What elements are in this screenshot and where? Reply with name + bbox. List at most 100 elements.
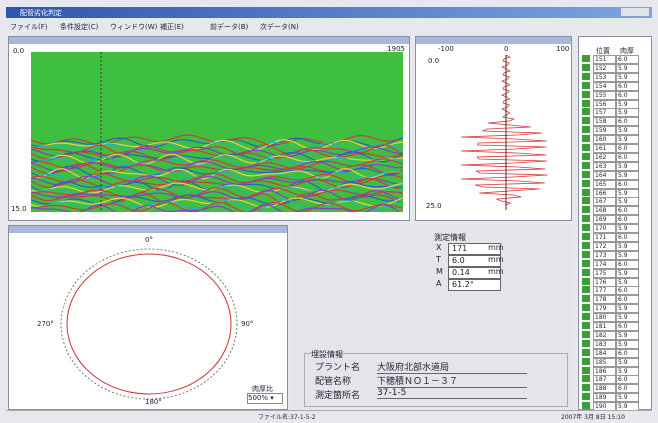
table-row: 182 5.9: [579, 330, 651, 340]
table-row: 159 5.9: [579, 126, 651, 136]
measure-key: A: [436, 279, 442, 288]
axis-label: 15.0: [11, 205, 27, 213]
row-indicator: [582, 277, 590, 285]
row-indicator: [582, 81, 590, 89]
menu-item[interactable]: 次データ(N): [260, 23, 299, 31]
table-row: 176 5.9: [579, 277, 651, 287]
position-cell: 175: [593, 268, 616, 278]
row-indicator: [582, 241, 590, 249]
title-bar: 配管劣化判定: [6, 7, 652, 18]
measure-key: T: [436, 255, 441, 264]
position-cell: 152: [593, 63, 616, 73]
axis-label: 0.0: [428, 57, 440, 65]
table-row: 190 5.9: [579, 402, 651, 412]
measure-unit: mm: [488, 255, 504, 264]
position-cell: 170: [593, 224, 616, 234]
position-cell: 153: [593, 72, 616, 82]
row-indicator: [582, 179, 590, 187]
measurement-box: 測定情報 X 171 mm T 6.0 mm M 0.14 mm A 61.2°: [430, 232, 522, 294]
row-indicator: [582, 286, 590, 294]
ratio-select[interactable]: 500% ▾: [247, 393, 283, 404]
row-indicator: [582, 144, 590, 151]
scan-trace: [31, 177, 403, 189]
panel-caption: [416, 37, 571, 44]
axis-label: -100: [438, 45, 454, 53]
thickness-cell: 5.9: [616, 268, 639, 278]
menu-item[interactable]: 条件設定(C): [60, 23, 99, 31]
profile-trace: [460, 55, 548, 206]
row-indicator: [582, 197, 590, 205]
menu-item[interactable]: ウィンドウ(W): [110, 23, 158, 31]
row-indicator: [582, 224, 590, 232]
row-indicator: [582, 99, 590, 107]
thickness-cell: 6.0: [616, 206, 639, 216]
row-indicator: [582, 357, 590, 365]
burial-box: 埋設情報 プラント名 大阪府北部水道局 配管名称 下穂積ＮＯ１－３７ 測定箇所名 37-1…: [304, 349, 568, 407]
position-cell: 173: [593, 250, 616, 260]
position-cell: 178: [593, 295, 616, 305]
position-cell: 157: [593, 108, 616, 118]
position-cell: 167: [593, 197, 616, 207]
axis-label: 25.0: [426, 202, 442, 210]
burial-value: 大阪府北部水道局: [377, 360, 527, 374]
table-row: 160 5.9: [579, 135, 651, 145]
scan-trace: [31, 201, 403, 212]
thickness-cell: 5.9: [616, 304, 639, 314]
row-indicator: [582, 339, 590, 347]
panel-caption: [9, 226, 287, 233]
scan-trace: [31, 175, 403, 187]
thickness-cell: 6.0: [616, 144, 639, 153]
burial-key: 測定箇所名: [315, 391, 361, 401]
row-indicator: [582, 330, 590, 338]
table-header: 肉厚: [620, 47, 634, 55]
menu-item[interactable]: 補正(E): [160, 23, 184, 31]
table-row: 178 6.0: [579, 295, 651, 305]
thickness-cell: 5.9: [616, 170, 639, 180]
thickness-cell: 5.9: [616, 126, 639, 136]
position-cell: 174: [593, 259, 616, 269]
table-row: 183 5.9: [579, 339, 651, 349]
position-cell: 158: [593, 117, 616, 127]
position-cell: 162: [593, 152, 616, 162]
row-indicator: [582, 206, 590, 214]
row-indicator: [582, 304, 590, 312]
table-row: 179 5.9: [579, 304, 651, 314]
thickness-cell: 5.9: [616, 366, 639, 376]
table-row: 152 5.9: [579, 63, 651, 73]
row-indicator: [582, 233, 590, 240]
scan-trace: [31, 172, 403, 184]
thickness-cell: 6.0: [616, 384, 639, 394]
thickness-cell: 5.9: [616, 63, 639, 73]
table-row: 180 5.9: [579, 313, 651, 323]
table-row: 154 6.0: [579, 81, 651, 91]
thickness-cell: 5.9: [616, 330, 639, 340]
thickness-cell: 6.0: [616, 286, 639, 296]
measure-value: 171: [448, 243, 501, 255]
thickness-cell: 5.9: [616, 99, 639, 109]
position-cell: 154: [593, 81, 616, 91]
menu-item[interactable]: 前データ(B): [210, 23, 249, 31]
position-cell: 159: [593, 126, 616, 136]
info-area: 測定情報 X 171 mm T 6.0 mm M 0.14 mm A 61.2° 埋設情報 プラント…: [292, 225, 572, 408]
axis-label: 0: [504, 45, 509, 53]
thickness-cell: 6.0: [616, 233, 639, 242]
position-cell: 151: [593, 55, 616, 64]
row-indicator: [582, 348, 590, 356]
thickness-cell: 6.0: [616, 90, 639, 100]
row-indicator: [582, 322, 590, 329]
table-row: 188 6.0: [579, 384, 651, 394]
position-cell: 165: [593, 179, 616, 189]
window-buttons[interactable]: [621, 8, 649, 16]
table-row: 173 5.9: [579, 250, 651, 260]
table-row: 153 5.9: [579, 72, 651, 82]
measurement-title: 測定情報: [434, 233, 466, 242]
thickness-cell: 6.0: [616, 259, 639, 269]
row-indicator: [582, 366, 590, 374]
menu-item[interactable]: ファイル(F): [10, 23, 48, 31]
scan-trace: [31, 139, 403, 151]
row-indicator: [582, 384, 590, 392]
table-header: 位置: [596, 47, 610, 55]
scan-panel: 0.0 15.0 1905: [8, 36, 410, 221]
table-row: 161 6.0: [579, 144, 651, 153]
position-cell: 155: [593, 90, 616, 100]
